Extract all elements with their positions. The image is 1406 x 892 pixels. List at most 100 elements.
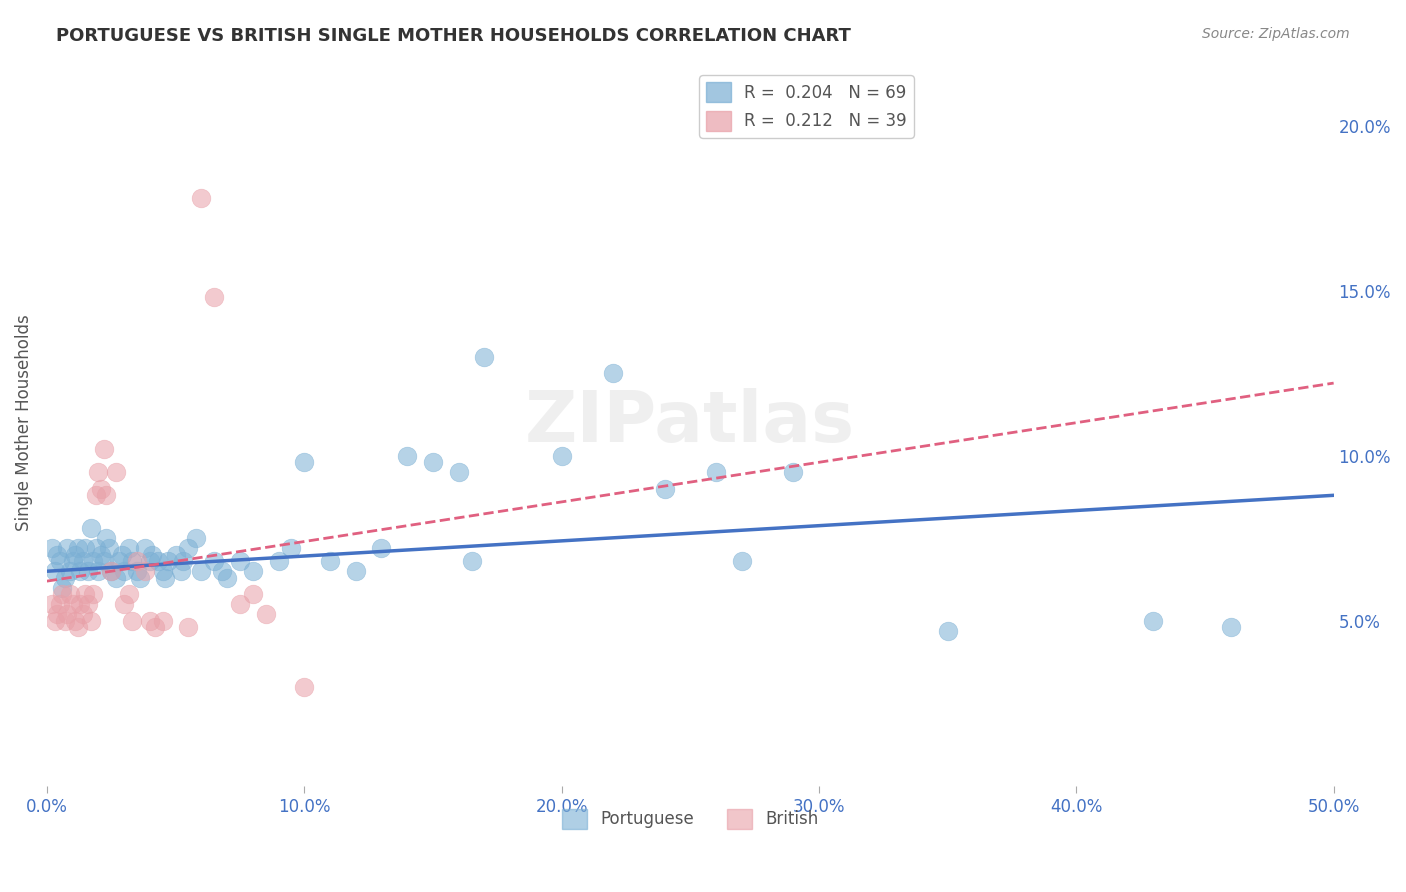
Point xyxy=(84,541,107,555)
Text: PORTUGUESE VS BRITISH SINGLE MOTHER HOUSEHOLDS CORRELATION CHART: PORTUGUESE VS BRITISH SINGLE MOTHER HOUS… xyxy=(56,27,851,45)
Point xyxy=(152,614,174,628)
Point xyxy=(87,465,110,479)
Text: ZIPatlas: ZIPatlas xyxy=(526,388,855,458)
Point xyxy=(121,554,143,568)
Point xyxy=(56,541,79,555)
Point xyxy=(186,531,208,545)
Point xyxy=(292,455,315,469)
Point xyxy=(82,587,104,601)
Point xyxy=(69,597,91,611)
Point xyxy=(141,548,163,562)
Point xyxy=(79,614,101,628)
Point xyxy=(112,564,135,578)
Point xyxy=(229,597,252,611)
Point xyxy=(77,597,100,611)
Point xyxy=(128,571,150,585)
Point xyxy=(100,564,122,578)
Point xyxy=(121,614,143,628)
Point xyxy=(731,554,754,568)
Point xyxy=(177,541,200,555)
Y-axis label: Single Mother Households: Single Mother Households xyxy=(15,314,32,531)
Point xyxy=(550,449,572,463)
Point xyxy=(44,614,66,628)
Point xyxy=(69,564,91,578)
Point xyxy=(602,366,624,380)
Point xyxy=(704,465,727,479)
Point xyxy=(118,587,141,601)
Point xyxy=(59,564,82,578)
Point xyxy=(229,554,252,568)
Point xyxy=(56,607,79,622)
Point xyxy=(190,564,212,578)
Point xyxy=(139,614,162,628)
Point xyxy=(63,614,86,628)
Point xyxy=(155,571,177,585)
Point xyxy=(94,488,117,502)
Point xyxy=(112,597,135,611)
Point xyxy=(97,541,120,555)
Point xyxy=(211,564,233,578)
Point xyxy=(782,465,804,479)
Legend: Portuguese, British: Portuguese, British xyxy=(555,802,825,836)
Point xyxy=(474,350,496,364)
Point xyxy=(46,548,69,562)
Point xyxy=(94,531,117,545)
Point xyxy=(202,290,225,304)
Point xyxy=(139,554,162,568)
Point xyxy=(190,191,212,205)
Point xyxy=(49,554,72,568)
Point xyxy=(100,564,122,578)
Point xyxy=(125,554,148,568)
Point xyxy=(242,564,264,578)
Point xyxy=(143,620,166,634)
Point xyxy=(46,607,69,622)
Point xyxy=(59,587,82,601)
Point xyxy=(62,597,84,611)
Point xyxy=(93,442,115,456)
Point xyxy=(344,564,367,578)
Text: Source: ZipAtlas.com: Source: ZipAtlas.com xyxy=(1202,27,1350,41)
Point xyxy=(75,541,97,555)
Point xyxy=(66,541,89,555)
Point xyxy=(51,581,73,595)
Point xyxy=(72,607,94,622)
Point xyxy=(108,554,131,568)
Point xyxy=(134,541,156,555)
Point xyxy=(267,554,290,568)
Point xyxy=(77,564,100,578)
Point xyxy=(41,597,63,611)
Point xyxy=(118,541,141,555)
Point xyxy=(396,449,419,463)
Point xyxy=(75,587,97,601)
Point xyxy=(422,455,444,469)
Point xyxy=(110,548,132,562)
Point xyxy=(41,541,63,555)
Point xyxy=(51,587,73,601)
Point xyxy=(447,465,470,479)
Point xyxy=(292,680,315,694)
Point xyxy=(125,564,148,578)
Point xyxy=(1142,614,1164,628)
Point xyxy=(1219,620,1241,634)
Point xyxy=(72,554,94,568)
Point xyxy=(105,465,128,479)
Point xyxy=(170,564,193,578)
Point xyxy=(105,571,128,585)
Point xyxy=(90,548,112,562)
Point xyxy=(152,564,174,578)
Point xyxy=(82,554,104,568)
Point xyxy=(93,554,115,568)
Point xyxy=(202,554,225,568)
Point xyxy=(156,554,179,568)
Point xyxy=(87,564,110,578)
Point xyxy=(165,548,187,562)
Point xyxy=(53,614,76,628)
Point xyxy=(460,554,482,568)
Point xyxy=(53,571,76,585)
Point xyxy=(49,597,72,611)
Point xyxy=(134,564,156,578)
Point xyxy=(62,554,84,568)
Point xyxy=(280,541,302,555)
Point xyxy=(177,620,200,634)
Point xyxy=(215,571,238,585)
